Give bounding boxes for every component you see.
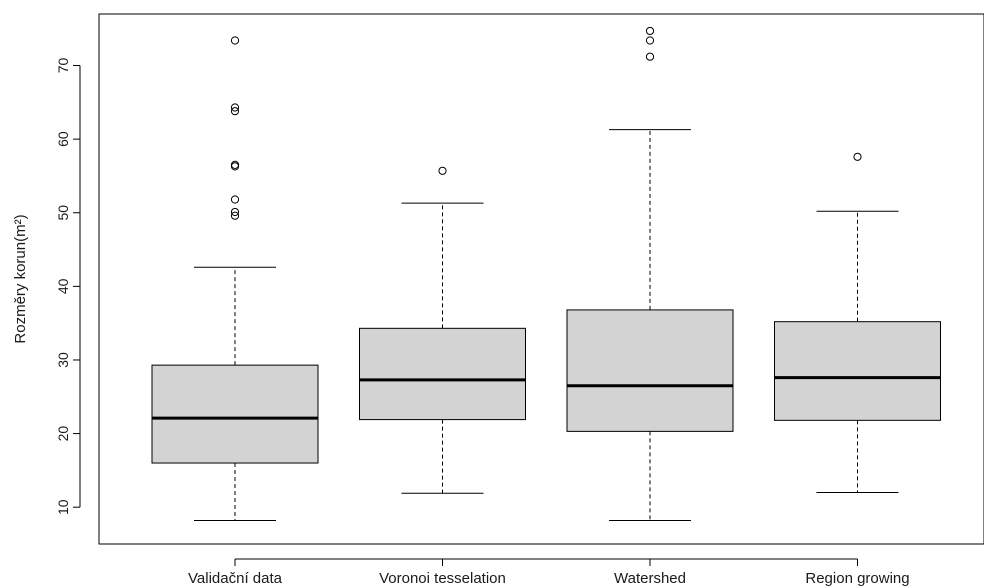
y-tick-label: 10 <box>55 499 71 515</box>
box-group <box>774 152 941 493</box>
y-tick-label: 70 <box>55 58 71 74</box>
boxes <box>151 26 941 521</box>
y-tick-label: 30 <box>55 352 71 368</box>
iqr-box <box>151 364 319 464</box>
y-axis-title: Rozměry korun(m²) <box>12 214 29 343</box>
outlier-point <box>645 36 655 45</box>
x-axis: Validační data Voronoi tesselation Watersh… <box>188 558 910 587</box>
y-tick-label: 60 <box>55 131 71 147</box>
y-tick-label: 40 <box>55 278 71 294</box>
box-group <box>566 26 734 521</box>
outlier-point <box>645 26 655 36</box>
outlier-point <box>645 52 655 61</box>
x-tick-label: Watershed <box>614 570 686 587</box>
iqr-box <box>359 327 526 421</box>
outlier-point <box>438 166 447 175</box>
iqr-box <box>774 321 941 421</box>
outlier-point <box>230 107 240 116</box>
outlier-point <box>853 152 862 161</box>
outlier-point <box>230 211 240 220</box>
outlier-point <box>230 160 240 170</box>
y-axis: 10 20 30 40 50 60 70 <box>55 58 81 515</box>
x-tick-label: Region growing <box>805 570 909 587</box>
outlier-point <box>230 207 240 217</box>
x-tick-label: Voronoi tesselation <box>379 570 506 587</box>
y-tick-label: 20 <box>55 426 71 442</box>
iqr-box <box>566 309 734 432</box>
box-group <box>151 36 319 521</box>
outlier-point <box>230 103 240 112</box>
box-group <box>359 166 526 494</box>
plot-frame <box>98 13 984 545</box>
y-tick-label: 50 <box>55 205 71 221</box>
outlier-point <box>230 195 240 204</box>
outlier-point <box>230 36 240 45</box>
x-tick-label: Validační data <box>188 570 283 587</box>
